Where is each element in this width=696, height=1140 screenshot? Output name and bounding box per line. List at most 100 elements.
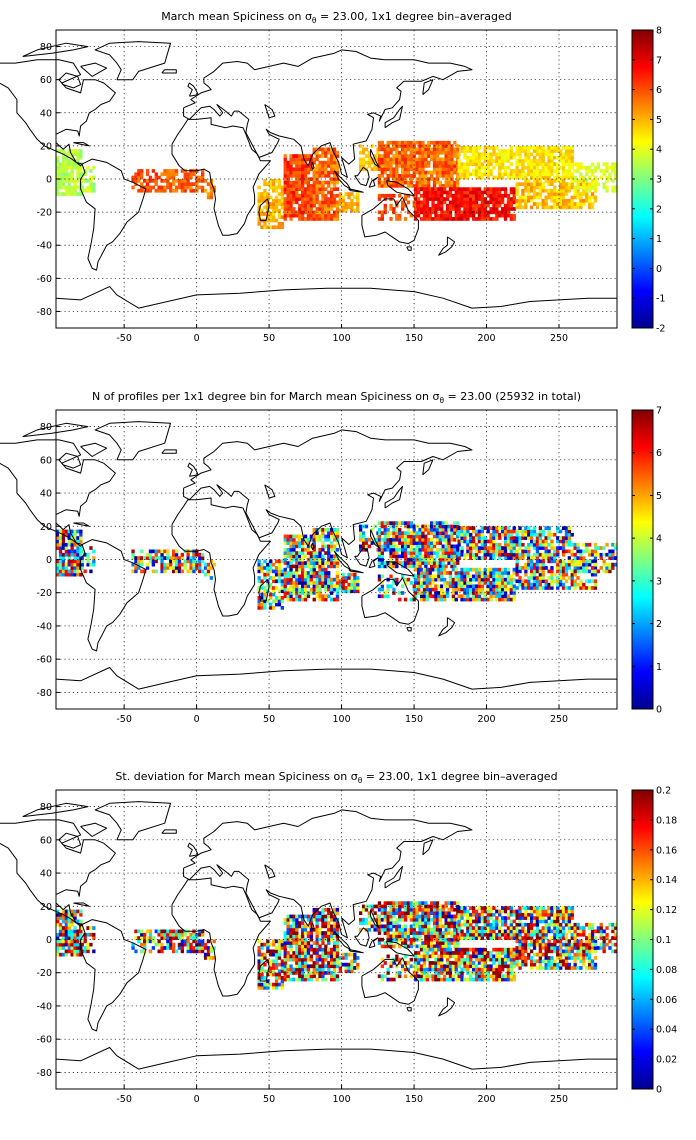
data-cell — [61, 185, 66, 190]
data-cell — [428, 577, 432, 582]
data-cell — [469, 197, 473, 201]
data-cell — [392, 180, 396, 185]
data-cell — [61, 552, 66, 557]
data-cell — [309, 210, 313, 215]
data-cell — [564, 159, 569, 163]
data-cell — [183, 179, 187, 183]
data-cell — [277, 602, 282, 607]
data-cell — [521, 175, 525, 180]
data-cell — [67, 539, 71, 544]
data-cell — [180, 936, 184, 940]
data-cell — [280, 942, 284, 947]
data-cell — [418, 167, 422, 172]
data-cell — [440, 190, 444, 195]
data-cell — [401, 547, 405, 552]
data-cell — [289, 574, 293, 579]
data-cell — [489, 159, 493, 163]
data-cell — [263, 559, 267, 564]
data-cell — [174, 932, 179, 937]
data-cell — [73, 192, 77, 196]
data-cell — [318, 527, 322, 532]
data-cell — [398, 591, 402, 595]
data-cell — [180, 552, 184, 557]
data-cell — [498, 200, 502, 205]
data-cell — [79, 532, 83, 537]
data-cell — [501, 200, 505, 205]
data-cell — [292, 967, 296, 972]
data-cell — [483, 217, 487, 221]
data-cell — [430, 547, 434, 552]
data-cell — [389, 193, 393, 198]
data-cell — [463, 552, 467, 557]
data-cell — [257, 939, 261, 944]
data-cell — [419, 571, 424, 575]
title-sigma: σ — [432, 390, 439, 403]
data-cell — [324, 581, 328, 585]
data-cell — [422, 587, 427, 592]
data-cell — [398, 157, 402, 162]
data-cell — [277, 949, 282, 954]
data-cell — [56, 916, 60, 920]
data-cell — [593, 569, 598, 574]
data-cell — [67, 172, 71, 177]
data-cell — [274, 962, 279, 967]
data-cell — [201, 172, 205, 177]
data-cell — [266, 949, 270, 954]
data-cell — [321, 574, 325, 579]
data-cell — [469, 210, 473, 215]
data-cell — [506, 193, 511, 198]
data-cell — [321, 200, 325, 205]
data-cell — [318, 174, 322, 178]
data-cell — [457, 175, 461, 180]
data-cell — [466, 526, 470, 530]
data-cell — [602, 552, 606, 557]
data-cell — [335, 947, 340, 952]
data-cell — [418, 154, 422, 158]
data-cell — [318, 964, 322, 969]
data-cell — [564, 182, 569, 186]
data-cell — [556, 559, 560, 564]
data-cell — [573, 562, 577, 567]
data-cell — [73, 532, 77, 537]
coastline — [55, 667, 617, 690]
data-cell — [605, 169, 609, 173]
data-cell — [332, 971, 337, 975]
data-cell — [515, 559, 519, 564]
data-cell — [76, 152, 80, 157]
data-cell — [573, 192, 577, 196]
data-cell — [395, 581, 399, 585]
data-cell — [189, 566, 193, 570]
data-cell — [506, 165, 511, 170]
data-cell — [332, 544, 337, 549]
data-cell — [492, 145, 496, 150]
data-cell — [330, 914, 334, 919]
data-cell — [67, 919, 71, 924]
data-cell — [417, 574, 421, 579]
data-cell — [67, 926, 71, 930]
data-cell — [134, 559, 138, 564]
data-cell — [380, 561, 384, 565]
data-cell — [260, 976, 264, 980]
data-cell — [140, 185, 144, 190]
data-cell — [301, 977, 305, 982]
y-tick-label: 20 — [40, 141, 52, 152]
data-cell — [556, 562, 560, 567]
data-cell — [414, 207, 418, 211]
data-cell — [67, 188, 71, 193]
data-cell — [472, 567, 476, 572]
data-cell — [301, 217, 305, 221]
data-cell — [283, 967, 287, 972]
data-cell — [567, 185, 571, 190]
data-cell — [550, 172, 554, 177]
data-cell — [272, 212, 276, 216]
data-cell — [166, 175, 170, 180]
data-cell — [295, 564, 299, 569]
data-cell — [380, 564, 384, 569]
data-cell — [518, 536, 522, 540]
data-cell — [364, 541, 369, 545]
data-cell — [447, 544, 451, 549]
data-cell — [277, 182, 282, 186]
data-cell — [198, 562, 202, 567]
data-cell — [457, 581, 461, 585]
data-cell — [298, 154, 302, 158]
